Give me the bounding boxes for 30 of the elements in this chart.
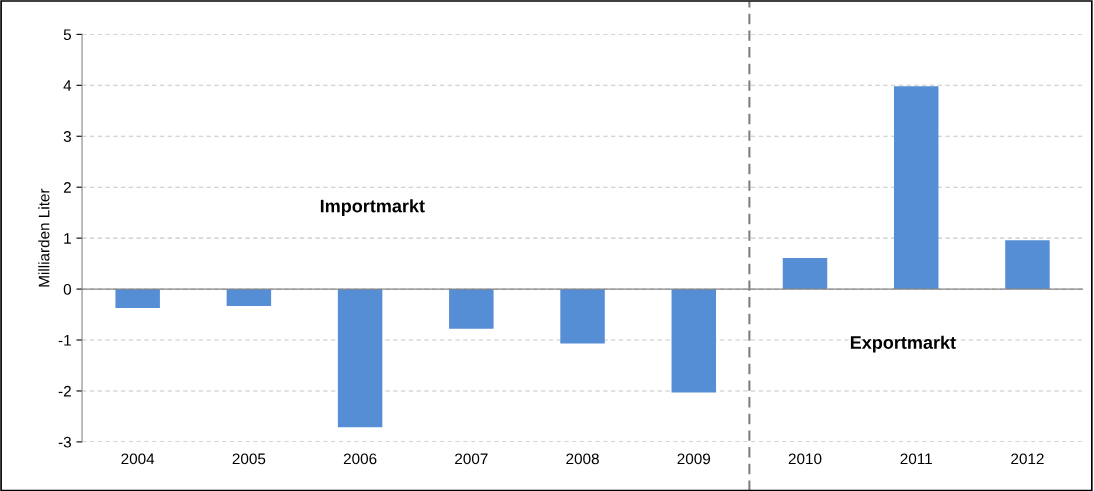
y-tick-label: 2 <box>63 182 71 193</box>
bar <box>226 289 272 306</box>
annotation: Exportmarkt <box>850 335 956 353</box>
x-tick-label: 2009 <box>677 453 711 465</box>
bar <box>671 289 717 393</box>
x-tick-label: 2012 <box>1011 453 1044 465</box>
x-tick-label: 2011 <box>900 453 932 465</box>
bar <box>115 289 160 308</box>
x-tick-label: 2007 <box>455 453 488 465</box>
bar <box>893 86 939 290</box>
y-tick-label: -3 <box>58 436 71 448</box>
x-tick-label: 2006 <box>343 453 377 465</box>
bar <box>560 289 605 344</box>
bar <box>337 289 383 428</box>
bar <box>782 258 828 290</box>
x-tick-label: 2004 <box>121 453 155 465</box>
x-tick-label: 2005 <box>232 453 266 465</box>
y-tick-label: 4 <box>63 80 72 91</box>
y-tick-label: -1 <box>58 335 71 346</box>
y-tick-label: -2 <box>58 385 71 397</box>
bar <box>1005 240 1050 290</box>
x-tick-label: 2008 <box>566 453 599 465</box>
bar <box>449 289 494 329</box>
y-tick-label: 5 <box>63 29 71 41</box>
x-tick-label: 2010 <box>788 453 822 465</box>
y-axis-title: Milliarden Liter <box>38 188 50 287</box>
annotation: Importmarkt <box>320 199 425 216</box>
y-tick-label: 0 <box>63 283 72 295</box>
y-tick-label: 3 <box>63 131 71 142</box>
y-tick-label: 1 <box>64 233 71 244</box>
